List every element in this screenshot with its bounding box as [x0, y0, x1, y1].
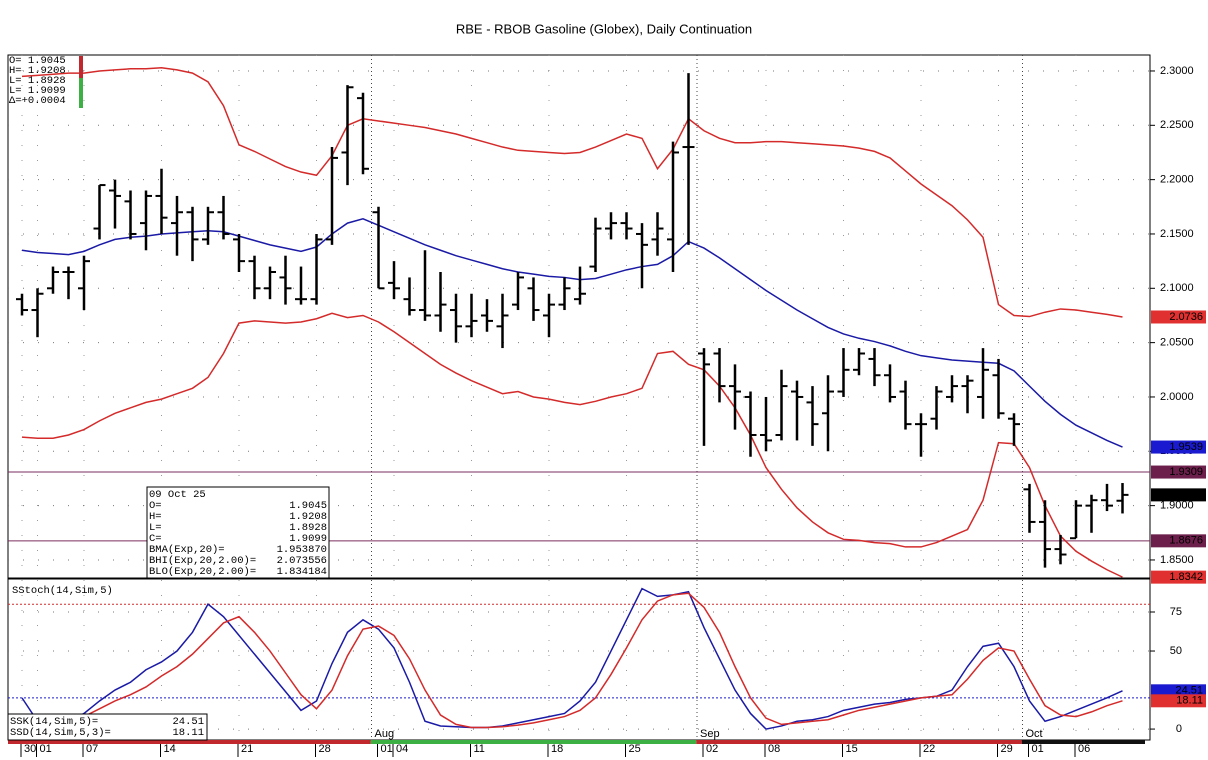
x-tick-label: 22: [923, 743, 935, 755]
data-box: [146, 486, 330, 579]
axis-marker-label: 2.0736: [1169, 311, 1203, 323]
data-box-value: 1.9045: [289, 500, 327, 512]
x-tick-label: 02: [706, 743, 718, 755]
month-label: Aug: [375, 728, 395, 740]
ohlc-readout: Δ=+0.0004: [9, 95, 66, 107]
readout-gauge: [79, 56, 83, 78]
stoch-line: [21, 587, 1123, 730]
data-box-label: H=: [149, 511, 162, 523]
axis-marker: [1151, 534, 1206, 548]
axis-marker-label: 1.8676: [1169, 535, 1203, 547]
axis-marker-label: 1.9539: [1169, 441, 1203, 453]
y-tick-label: 1.9000: [1160, 500, 1194, 512]
month-strip: [696, 740, 1022, 744]
x-tick-label: 28: [319, 743, 331, 755]
month-strip: [1021, 740, 1145, 744]
axis-marker-label: 24.51: [1175, 685, 1203, 697]
x-tick-label: 14: [164, 743, 176, 755]
data-box-value: 1.9099: [289, 533, 327, 545]
month-strip: [8, 740, 371, 744]
y-tick-label: 2.1000: [1160, 282, 1194, 294]
ohlc-readout: H= 1.9208: [9, 65, 66, 77]
y-tick-label: 0: [1176, 723, 1182, 735]
axis-marker: [1151, 440, 1206, 454]
axis-marker-label: 1.9309: [1169, 466, 1203, 478]
month-label: Oct: [1026, 728, 1043, 740]
axis-marker: [1151, 465, 1206, 479]
y-tick-label: 2.0500: [1160, 337, 1194, 349]
data-box-value: 2.073556: [277, 555, 327, 567]
stoch-readout-value: 24.51: [172, 716, 204, 728]
data-box-date: 09 Oct 25: [149, 489, 206, 501]
data-box-label: BLO(Exp,20,2.00)=: [149, 566, 256, 578]
x-tick-label: 06: [1078, 743, 1090, 755]
price-panel: [7, 54, 1151, 579]
x-tick-label: 01: [381, 743, 393, 755]
x-tick-label: 18: [551, 743, 563, 755]
axis-marker-label: 1.9099: [1169, 489, 1203, 501]
month-label: Sep: [700, 728, 720, 740]
stoch-readout-value: 18.11: [172, 727, 204, 739]
axis-marker: [1151, 310, 1206, 324]
data-box-value: 1.953870: [277, 544, 327, 556]
chart-title: RBE - RBOB Gasoline (Globex), Daily Cont…: [456, 21, 752, 36]
y-tick-label: 2.1500: [1160, 228, 1194, 240]
ohlc-readout: L= 1.8928: [9, 75, 66, 87]
x-tick-label: 08: [768, 743, 780, 755]
data-box-label: O=: [149, 500, 162, 512]
y-tick-label: 50: [1170, 645, 1182, 657]
month-strip: [370, 740, 697, 744]
data-box-label: L=: [149, 522, 162, 534]
x-tick-label: 04: [396, 743, 408, 755]
x-tick-label: 07: [86, 743, 98, 755]
data-box-label: C=: [149, 533, 162, 545]
ohlc-readout: O= 1.9045: [9, 55, 66, 67]
axis-marker: [1151, 570, 1206, 584]
axis-marker: [1151, 694, 1206, 708]
y-tick-label: 1.8500: [1160, 554, 1194, 566]
indicator-line: [21, 312, 1123, 578]
x-tick-label: 01: [1032, 743, 1044, 755]
data-box-value: 1.8928: [289, 522, 327, 534]
stoch-readout-label: SSK(14,Sim,5)=: [10, 716, 98, 728]
axis-marker: [1151, 684, 1206, 698]
data-box-label: BHI(Exp,20,2.00)=: [149, 555, 256, 567]
axis-marker-label: 18.11: [1176, 695, 1203, 707]
x-tick-label: 29: [1001, 743, 1013, 755]
x-tick-label: 25: [629, 743, 641, 755]
axis-marker: [1151, 488, 1206, 502]
data-box-value: 1.9208: [289, 511, 327, 523]
data-box-value: 1.834184: [277, 566, 327, 578]
stoch-title: SStoch(14,Sim,5): [12, 585, 113, 597]
y-tick-label: 2.2000: [1160, 174, 1194, 186]
x-tick-label: 01: [40, 743, 52, 755]
readout-gauge: [79, 78, 83, 108]
y-tick-label: 2.3000: [1160, 65, 1194, 77]
data-box-label: BMA(Exp,20)=: [149, 544, 225, 556]
y-tick-label: 2.0000: [1160, 391, 1194, 403]
y-tick-label: 2.2500: [1160, 119, 1194, 131]
x-tick-label: 15: [846, 743, 858, 755]
stoch-readout-label: SSD(14,Sim,5,3)=: [10, 727, 111, 739]
indicator-line: [21, 217, 1123, 448]
indicator-line: [21, 66, 1123, 318]
x-tick-label: 11: [474, 743, 485, 755]
stoch-line: [21, 592, 1123, 729]
y-tick-label: 75: [1170, 606, 1182, 618]
x-tick-label: 30: [24, 743, 36, 755]
ohlc-readout: L= 1.9099: [9, 85, 66, 97]
axis-marker-label: 1.8342: [1169, 571, 1203, 583]
x-tick-label: 21: [241, 743, 253, 755]
stoch-readout-box: [7, 713, 208, 741]
